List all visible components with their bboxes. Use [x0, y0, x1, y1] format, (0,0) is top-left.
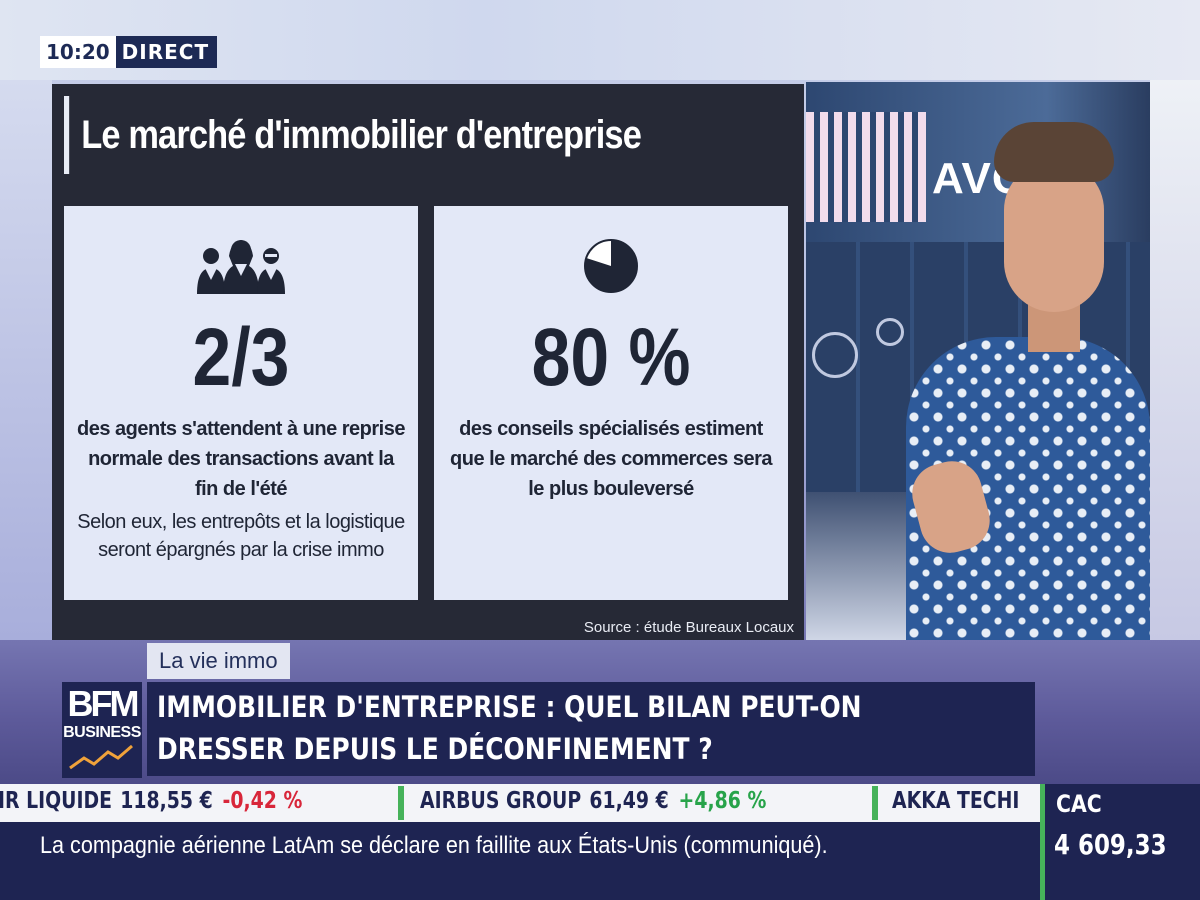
news-crawl-text: La compagnie aérienne LatAm se déclare e… — [40, 832, 828, 859]
stat-card-agents: 2/3 des agents s'attendent à une reprise… — [64, 206, 418, 600]
studio-camera-feed: AVO — [806, 82, 1150, 640]
stat-description-advisors: des conseils spécialisés estiment que le… — [450, 418, 772, 500]
index-name: CAC — [1056, 790, 1102, 818]
index-indicator-bar — [1040, 784, 1045, 900]
clock-time: 10:20 — [40, 36, 116, 68]
program-rubric: La vie immo — [147, 643, 290, 679]
ticker-name: AKKA TECHI — [892, 788, 1020, 814]
market-index: CAC 4 609,33 — [1040, 784, 1200, 900]
presenter — [905, 122, 1150, 640]
index-value: 4 609,33 — [1054, 828, 1167, 861]
studio-decor-ring — [812, 332, 858, 378]
ticker-separator — [872, 786, 878, 820]
ticker-change: -0,42 % — [222, 788, 303, 814]
ticker-change: +4,86 % — [678, 788, 767, 814]
ticker-item: AIRBUS GROUP 61,49 € +4,86 % — [420, 788, 766, 814]
studio-background-right — [1150, 80, 1200, 640]
stat-note-agents: Selon eux, les entrepôts et la logistiqu… — [77, 511, 405, 561]
ticker-item: AKKA TECHI — [892, 788, 1019, 814]
presenter-face — [1004, 162, 1104, 312]
infographic-panel: Le marché d'immobilier d'entreprise 2/3 … — [52, 84, 804, 640]
pie-chart-icon — [581, 236, 641, 301]
stat-description-agents: des agents s'attendent à une reprise nor… — [77, 418, 405, 500]
headline-line-1: IMMOBILIER D'ENTREPRISE : QUEL BILAN PEU… — [157, 690, 862, 724]
headline-line-2: DRESSER DEPUIS LE DÉCONFINEMENT ? — [157, 732, 713, 766]
stat-card-advisors: 80 % des conseils spécialisés estiment q… — [434, 206, 788, 600]
channel-logo-sub: BUSINESS — [63, 724, 141, 741]
infographic-source: Source : étude Bureaux Locaux — [583, 619, 794, 636]
trend-line-icon — [69, 744, 133, 770]
live-clock: 10:20 DIRECT — [40, 36, 218, 68]
infographic-title: Le marché d'immobilier d'entreprise — [64, 96, 683, 174]
ticker-price: 61,49 € — [589, 788, 669, 814]
stat-figure-advisors: 80 % — [531, 312, 691, 403]
people-group-icon — [191, 236, 291, 301]
ticker-item: IR LIQUIDE 118,55 € -0,42 % — [0, 788, 302, 814]
ticker-name: AIRBUS GROUP — [420, 788, 582, 814]
presenter-hair — [994, 122, 1114, 182]
news-crawl: La compagnie aérienne LatAm se déclare e… — [0, 822, 1040, 900]
stat-figure-agents: 2/3 — [192, 312, 290, 403]
headline-banner: IMMOBILIER D'ENTREPRISE : QUEL BILAN PEU… — [147, 682, 1035, 776]
ticker-name: IR LIQUIDE — [0, 788, 113, 814]
stock-ticker: IR LIQUIDE 118,55 € -0,42 % AIRBUS GROUP 61… — [0, 784, 1040, 822]
ticker-separator — [398, 786, 404, 820]
channel-logo-main: BFM — [67, 683, 140, 724]
channel-logo: BFM BUSINESS — [62, 682, 142, 778]
studio-screen-graphic — [806, 112, 926, 222]
studio-decor-ring — [876, 318, 904, 346]
live-badge: DIRECT — [115, 36, 218, 68]
ticker-price: 118,55 € — [120, 788, 213, 814]
studio-background-left — [0, 80, 52, 640]
